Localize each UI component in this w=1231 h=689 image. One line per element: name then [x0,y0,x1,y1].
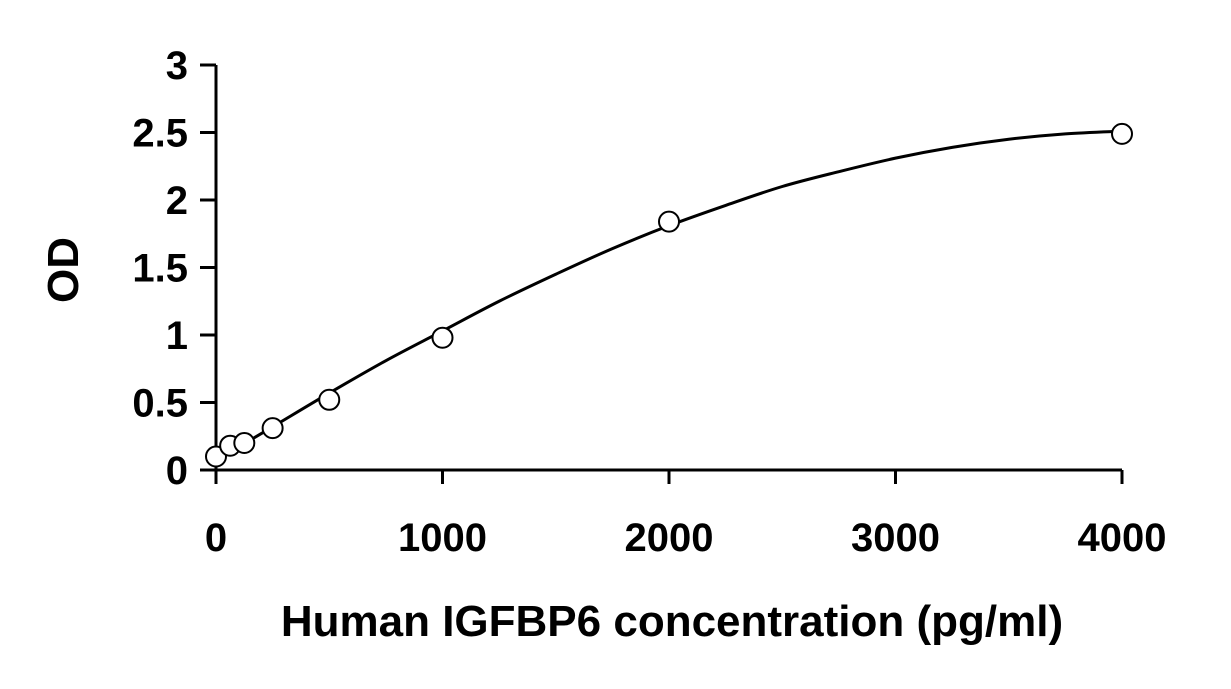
y-tick-label: 1 [166,314,188,358]
data-point [233,432,256,454]
x-ticks: 0 1000 2000 3000 4000 [205,470,1167,560]
y-ticks: 0 0.5 1 1.5 2 2.5 3 [132,44,216,493]
data-point [431,326,454,349]
y-tick-label: 0.5 [132,382,188,426]
x-tick-label: 3000 [851,516,940,560]
data-points [205,122,1133,468]
x-tick-label: 2000 [625,516,714,560]
x-axis-title: Human IGFBP6 concentration (pg/ml) [281,597,1063,646]
fit-curve [215,129,1123,462]
y-axis-title: OD [39,237,88,303]
data-point [658,210,680,233]
y-tick-label: 0 [166,449,188,493]
data-point [261,417,284,440]
y-tick-label: 2.5 [132,112,188,156]
axes [200,65,1122,472]
x-tick-label: 0 [205,516,227,560]
y-tick-label: 3 [166,44,188,88]
data-point [318,388,341,411]
x-tick-label: 1000 [398,516,487,560]
x-tick-label: 4000 [1078,516,1167,560]
data-point [1111,122,1133,145]
y-tick-label: 2 [166,179,188,223]
y-tick-label: 1.5 [132,247,188,291]
